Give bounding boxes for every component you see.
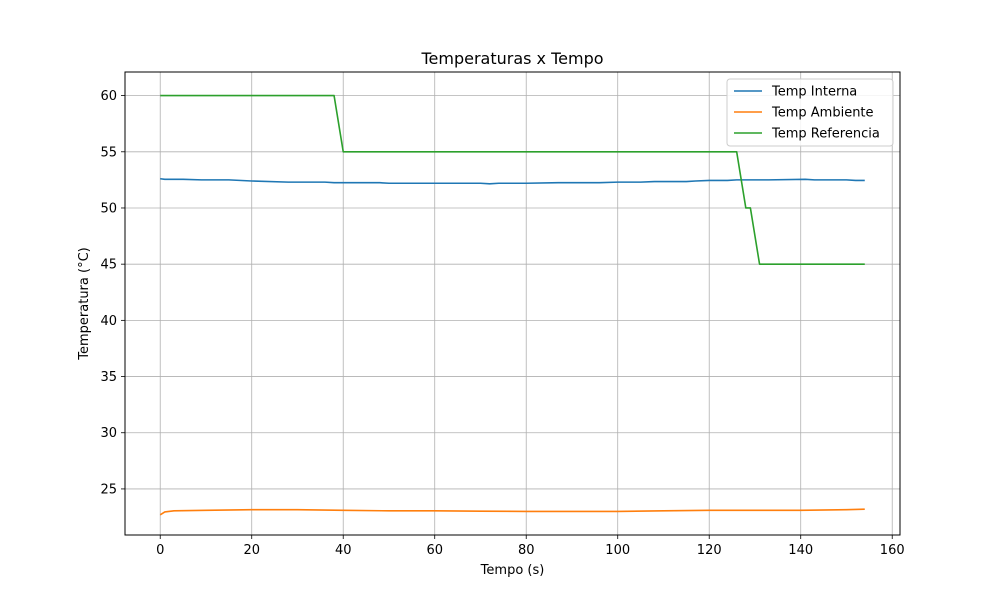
x-tick-label: 120 xyxy=(697,543,722,558)
x-tick-label: 40 xyxy=(335,543,352,558)
series-line xyxy=(159,508,865,516)
x-tick-label: 160 xyxy=(880,543,905,558)
x-tick-label: 0 xyxy=(156,543,164,558)
x-tick-label: 20 xyxy=(243,543,260,558)
x-tick-label: 60 xyxy=(426,543,443,558)
x-axis-label: Tempo (s) xyxy=(480,563,545,578)
y-tick-label: 45 xyxy=(100,258,117,273)
x-tick-label: 100 xyxy=(605,543,630,558)
series-lines xyxy=(159,94,865,516)
legend: Temp Interna Temp Ambiente Temp Referencia xyxy=(726,78,894,147)
x-tick-label: 80 xyxy=(518,543,535,558)
legend-box xyxy=(726,78,894,147)
y-tick-label: 55 xyxy=(100,145,117,160)
legend-entry: Temp Ambiente xyxy=(771,106,874,121)
plot-frame xyxy=(124,71,901,536)
legend-entry: Temp Interna xyxy=(771,85,857,100)
y-tick-label: 35 xyxy=(100,370,117,385)
y-axis-label: Temperatura (°C) xyxy=(77,247,92,360)
y-tick-label: 25 xyxy=(100,482,117,497)
series-line xyxy=(160,177,865,185)
y-tick-label: 40 xyxy=(100,314,117,329)
y-tick-label: 50 xyxy=(100,201,117,216)
legend-entry: Temp Referencia xyxy=(771,127,880,142)
chart-title: Temperaturas x Tempo xyxy=(420,49,603,68)
x-tick-label: 140 xyxy=(788,543,813,558)
y-tick-label: 30 xyxy=(100,426,117,441)
y-tick-label: 60 xyxy=(100,89,117,104)
axis-ticks: 0 20 40 60 80 100 120 140 160 25 30 35 40 45 50 55 60 xyxy=(100,89,904,558)
series-line xyxy=(160,94,865,265)
